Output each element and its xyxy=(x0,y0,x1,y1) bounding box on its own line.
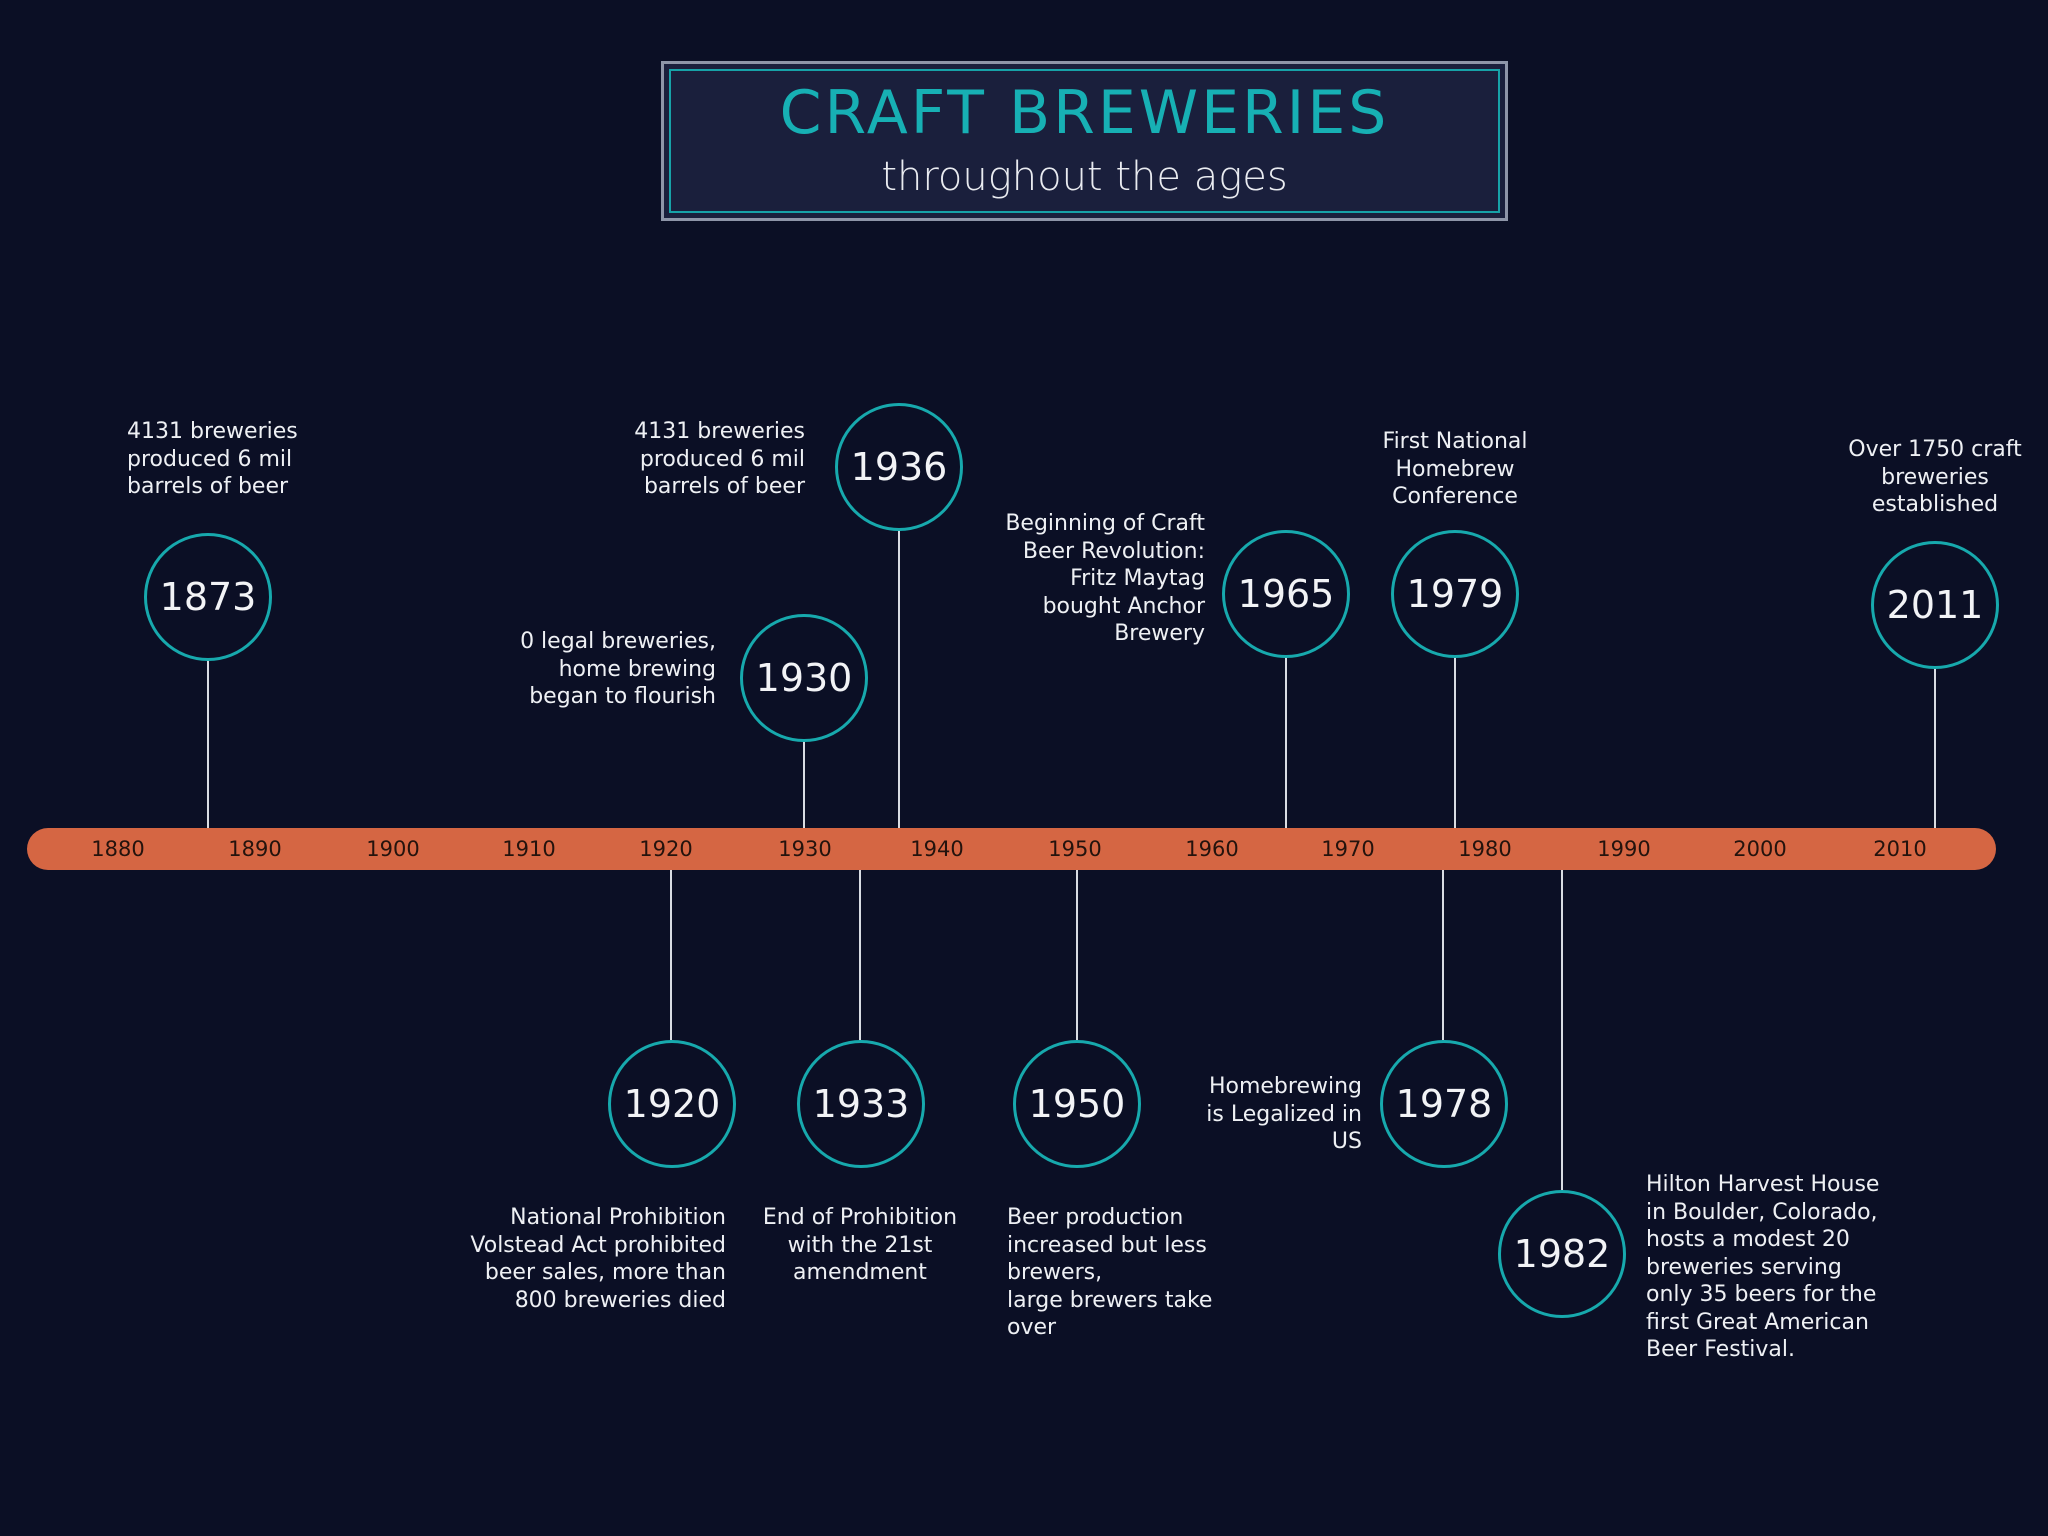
event-label: National Prohibition Volstead Act prohib… xyxy=(470,1205,726,1313)
tick-label: 1990 xyxy=(1597,837,1651,861)
event-year-circle: 1933 xyxy=(797,1040,925,1168)
event-stem xyxy=(1454,654,1456,828)
event-stem xyxy=(1934,665,1936,828)
event-label: Beginning of Craft Beer Revolution: Frit… xyxy=(1005,511,1205,646)
event-label: Beer production increased but less brewe… xyxy=(1007,1205,1213,1340)
event-label: 4131 breweries produced 6 mil barrels of… xyxy=(127,419,298,499)
tick-label: 1950 xyxy=(1048,837,1102,861)
event-year-circle: 1936 xyxy=(835,403,963,531)
event-stem xyxy=(1076,870,1078,1040)
tick-label: 2000 xyxy=(1733,837,1787,861)
title-box: CRAFT BREWERIES throughout the ages xyxy=(661,61,1508,221)
tick-label: 1880 xyxy=(91,837,145,861)
event-year-circle: 1965 xyxy=(1222,530,1350,658)
event-label: End of Prohibition with the 21st amendme… xyxy=(762,1205,958,1285)
event-stem xyxy=(803,742,805,828)
tick-label: 1970 xyxy=(1321,837,1375,861)
event-stem xyxy=(1442,870,1444,1040)
tick-label: 1890 xyxy=(228,837,282,861)
event-year-circle: 1982 xyxy=(1498,1190,1626,1318)
timeline-bar xyxy=(27,828,1996,870)
event-stem xyxy=(898,528,900,828)
event-year-circle: 1920 xyxy=(608,1040,736,1168)
event-stem xyxy=(207,660,209,828)
event-label: 4131 breweries produced 6 mil barrels of… xyxy=(634,419,805,499)
page-title: CRAFT BREWERIES xyxy=(779,78,1390,148)
tick-label: 1940 xyxy=(910,837,964,861)
event-label: First National Homebrew Conference xyxy=(1382,429,1528,509)
event-year-circle: 1950 xyxy=(1013,1040,1141,1168)
tick-label: 2010 xyxy=(1873,837,1927,861)
event-year-circle: 1978 xyxy=(1380,1040,1508,1168)
event-stem xyxy=(1285,654,1287,828)
tick-label: 1960 xyxy=(1185,837,1239,861)
event-year-circle: 1930 xyxy=(740,614,868,742)
event-stem xyxy=(1561,870,1563,1190)
event-year-circle: 2011 xyxy=(1871,541,1999,669)
event-stem xyxy=(670,870,672,1040)
event-label: 0 legal breweries, home brewing began to… xyxy=(520,629,716,709)
tick-label: 1930 xyxy=(778,837,832,861)
page-subtitle: throughout the ages xyxy=(881,154,1288,200)
event-year-circle: 1873 xyxy=(144,533,272,661)
tick-label: 1980 xyxy=(1458,837,1512,861)
tick-label: 1900 xyxy=(366,837,420,861)
event-label: Over 1750 craft breweries established xyxy=(1848,437,2022,517)
title-inner-border xyxy=(669,69,1500,213)
tick-label: 1910 xyxy=(502,837,556,861)
event-stem xyxy=(859,870,861,1040)
event-label: Homebrewing is Legalized in US xyxy=(1206,1074,1362,1154)
tick-label: 1920 xyxy=(639,837,693,861)
event-year-circle: 1979 xyxy=(1391,530,1519,658)
event-label: Hilton Harvest House in Boulder, Colorad… xyxy=(1646,1172,1880,1362)
